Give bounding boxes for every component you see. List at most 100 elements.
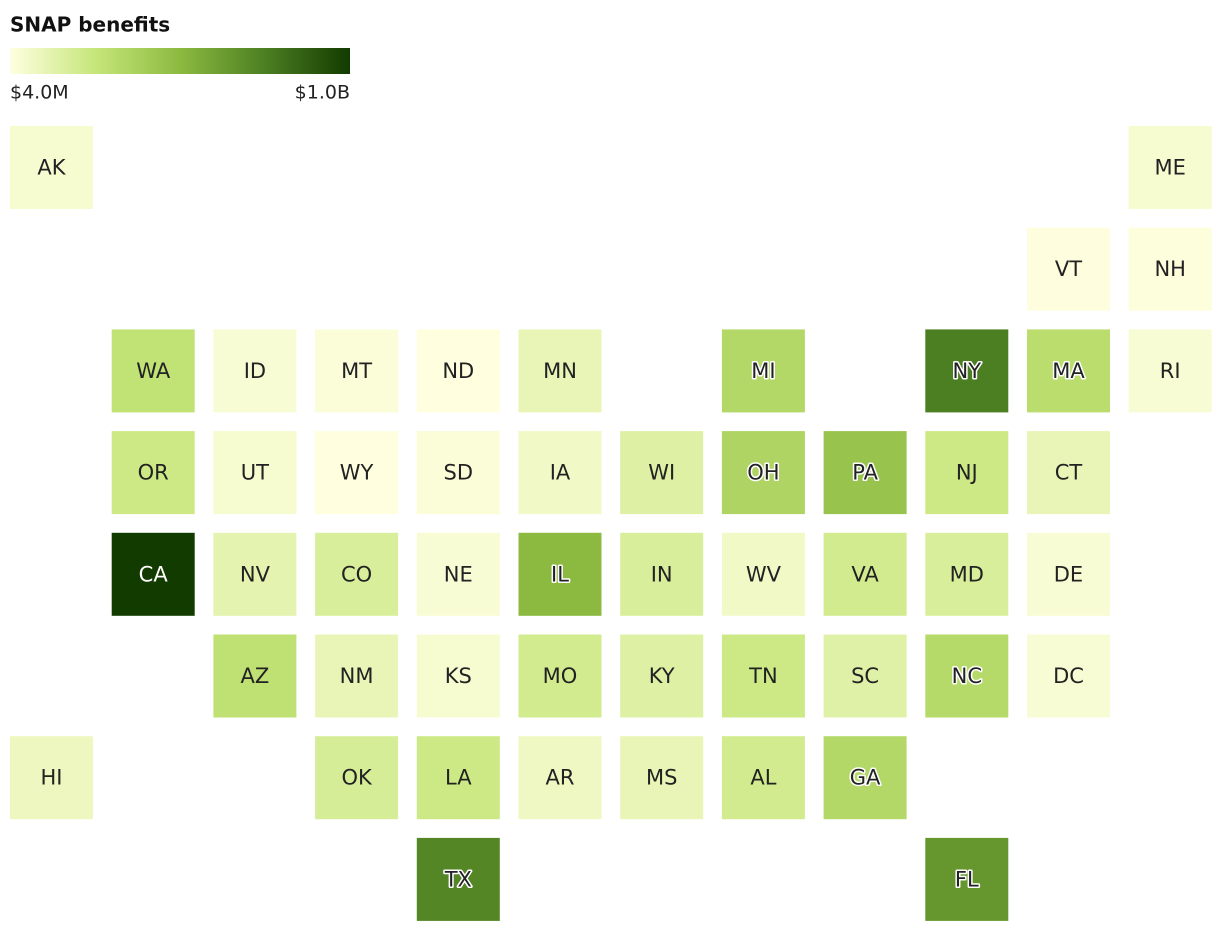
- state-label: CA: [139, 562, 169, 586]
- tile: [315, 736, 399, 820]
- state-tile: UT: [213, 431, 297, 515]
- state-label: MI: [751, 359, 775, 383]
- state-tile: MS: [620, 736, 704, 820]
- state-tile: KY: [620, 634, 704, 718]
- tile: [823, 431, 907, 515]
- state-label: NH: [1154, 257, 1186, 281]
- state-tile: AZ: [213, 634, 297, 718]
- tile: [315, 329, 399, 413]
- state-tile: HI: [10, 736, 93, 820]
- state-label: VT: [1055, 257, 1082, 281]
- state-label: SD: [444, 461, 474, 485]
- state-label: MN: [543, 359, 577, 383]
- state-label: TN: [748, 664, 778, 688]
- state-label: SC: [851, 664, 879, 688]
- state-tile: GA: [823, 736, 907, 820]
- state-label: KS: [445, 664, 472, 688]
- tile: [416, 634, 500, 718]
- state-tile: MD: [925, 532, 1009, 616]
- state-tile: IL: [518, 532, 602, 616]
- tile: [1027, 634, 1110, 718]
- state-tile: RI: [1128, 329, 1212, 413]
- state-label: MS: [646, 766, 677, 790]
- state-tile: MI: [721, 329, 805, 413]
- tile: [416, 837, 500, 921]
- state-label: OR: [138, 461, 169, 485]
- state-label: VA: [851, 562, 879, 586]
- tile: [925, 329, 1009, 413]
- state-tile: FL: [925, 837, 1009, 921]
- state-label: NV: [240, 562, 271, 586]
- tile: [213, 431, 297, 515]
- tile: [925, 532, 1009, 616]
- state-tile: MA: [1027, 329, 1110, 413]
- state-label: KY: [649, 664, 675, 688]
- state-tile: VA: [823, 532, 907, 616]
- state-tile: OK: [315, 736, 399, 820]
- tile: [823, 532, 907, 616]
- state-tile: NJ: [925, 431, 1009, 515]
- state-label: IL: [551, 562, 569, 586]
- state-label: AR: [546, 766, 575, 790]
- state-tile: WA: [111, 329, 195, 413]
- tile: [823, 634, 907, 718]
- state-label: NC: [952, 664, 982, 688]
- state-tile: DC: [1027, 634, 1110, 718]
- tile: [620, 431, 704, 515]
- state-label: MO: [543, 664, 578, 688]
- state-label: TX: [444, 867, 472, 891]
- state-tile: ME: [1128, 126, 1212, 209]
- tile: [721, 736, 805, 820]
- tile: [823, 736, 907, 820]
- state-tile: ND: [416, 329, 500, 413]
- tile: [620, 736, 704, 820]
- tile: [416, 532, 500, 616]
- state-label: UT: [241, 461, 269, 485]
- tile: [518, 329, 602, 413]
- state-label: IN: [651, 562, 673, 586]
- tile: [315, 431, 399, 515]
- tile: [111, 431, 195, 515]
- tile: [416, 736, 500, 820]
- tile: [111, 532, 195, 616]
- state-tile: PA: [823, 431, 907, 515]
- tile: [721, 634, 805, 718]
- tile: [111, 329, 195, 413]
- state-label: IA: [550, 461, 571, 485]
- state-tile: DE: [1027, 532, 1110, 616]
- legend-min: $4.0M: [10, 82, 69, 104]
- state-label: RI: [1160, 359, 1181, 383]
- state-label: WI: [648, 461, 675, 485]
- state-tile: LA: [416, 736, 500, 820]
- tile: [620, 634, 704, 718]
- state-tile: OR: [111, 431, 195, 515]
- state-label: PA: [852, 461, 878, 485]
- state-label: AZ: [241, 664, 270, 688]
- state-label: LA: [445, 766, 472, 790]
- tile: [925, 634, 1009, 718]
- tile: [1027, 532, 1110, 616]
- state-tile: ID: [213, 329, 297, 413]
- tile: [518, 532, 602, 616]
- state-tile: NE: [416, 532, 500, 616]
- state-tile: OH: [721, 431, 805, 515]
- state-label: GA: [850, 766, 881, 790]
- state-label: NJ: [956, 461, 978, 485]
- title: SNAP benefits: [10, 13, 170, 37]
- tile: [315, 532, 399, 616]
- state-tile: TX: [416, 837, 500, 921]
- state-tile: WI: [620, 431, 704, 515]
- state-tile: CT: [1027, 431, 1110, 515]
- state-tile: IN: [620, 532, 704, 616]
- state-label: NM: [340, 664, 374, 688]
- tile: [315, 634, 399, 718]
- state-tile: MT: [315, 329, 399, 413]
- state-label: WY: [340, 461, 374, 485]
- state-tile: KS: [416, 634, 500, 718]
- state-tile: MN: [518, 329, 602, 413]
- state-label: NY: [953, 359, 982, 383]
- tile: [1027, 227, 1110, 311]
- tile: [213, 532, 297, 616]
- tile: [213, 634, 297, 718]
